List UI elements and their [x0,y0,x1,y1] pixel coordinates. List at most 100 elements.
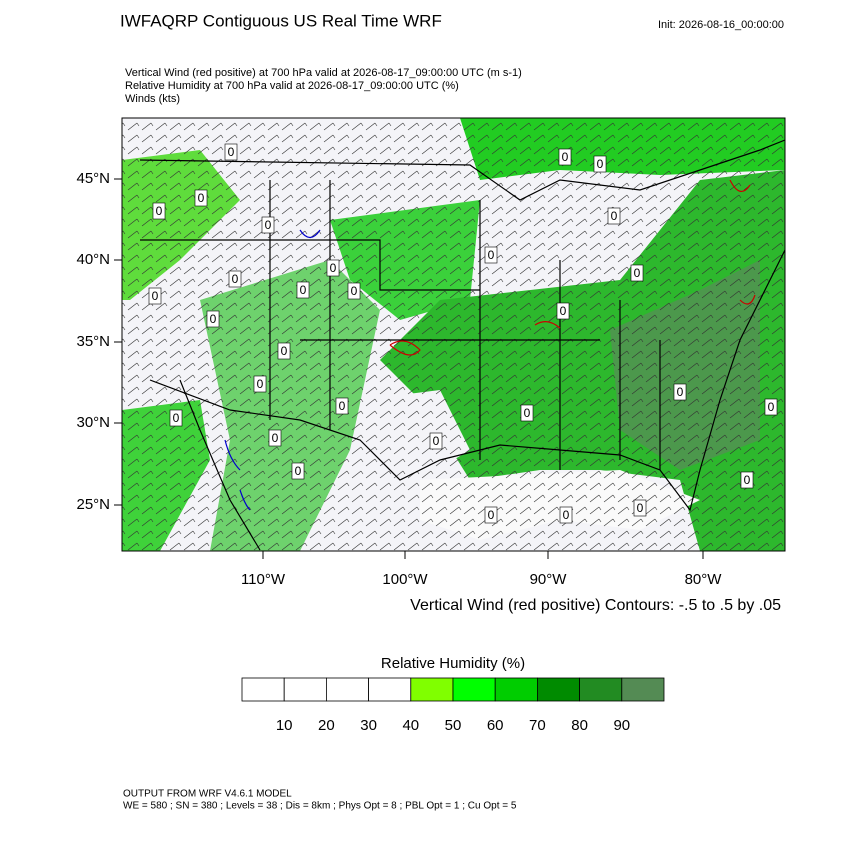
lon-label: 90°W [530,571,568,588]
contour-label: 0 [152,289,159,303]
lon-label: 110°W [241,571,286,588]
contour-label: 0 [210,312,217,326]
lat-label: 35°N [76,333,110,350]
colorbar-label: 20 [318,717,335,734]
contour-label: 0 [257,377,264,391]
footer-model: OUTPUT FROM WRF V4.6.1 MODEL [123,789,292,800]
lon-label: 100°W [382,571,428,588]
colorbar-label: 10 [276,717,293,734]
lat-label: 30°N [76,414,110,431]
contour-label: 0 [560,304,567,318]
contour-label-box [630,264,644,282]
contour-label-box [261,216,275,234]
contour-label: 0 [351,284,358,298]
colorbar-title: Relative Humidity (%) [381,655,525,672]
contour-label-box [152,202,166,220]
contour-label: 0 [433,434,440,448]
contour-label: 0 [488,508,495,522]
colorbar-box [494,677,538,702]
colorbar-box [368,677,412,702]
contour-label: 0 [637,501,644,515]
contour-label-box [148,287,162,305]
contour-label-box [224,143,238,161]
contour-label-box [593,155,607,173]
vertical-wind-contours [224,179,756,511]
colorbar-label: 70 [529,717,546,734]
map [122,118,785,551]
colorbar-label: 60 [487,717,504,734]
colorbar-label: 40 [402,717,419,734]
contour-label: 0 [198,191,205,205]
contour-label-box [633,499,647,517]
contour-label-box [558,148,572,166]
contour-label-box [559,506,573,524]
contour-label-box [277,342,291,360]
contour-label-box [429,432,443,450]
contour-label-box [740,471,754,489]
colorbar-box [579,677,623,702]
contour-label-box [607,207,621,225]
contour-label: 0 [228,145,235,159]
map-frame [121,117,786,552]
contour-label-box [335,397,349,415]
contour-label-box [556,302,570,320]
colorbar-box [410,677,454,702]
contour-label-box [520,404,534,422]
colorbar-label: 30 [360,717,377,734]
contour-label-box [326,259,340,277]
contour-label-box [194,189,208,207]
contour-label-box [347,282,361,300]
contour-label: 0 [634,266,641,280]
contour-label-box [253,375,267,393]
contour-label: 0 [339,399,346,413]
contour-label: 0 [272,431,279,445]
init-time: Init: 2026-08-16_00:00:00 [658,19,784,31]
contour-label-box [206,310,220,328]
contour-label: 0 [265,218,272,232]
contour-label: 0 [330,261,337,275]
contour-label: 0 [156,204,163,218]
contour-label: 0 [677,385,684,399]
field-line: Winds (kts) [125,93,180,105]
contour-label: 0 [611,209,618,223]
field-line: Vertical Wind (red positive) at 700 hPa … [125,67,522,79]
contour-label-box [268,429,282,447]
contour-label-box [764,398,778,416]
lon-label: 80°W [685,571,723,588]
colorbar-box [283,677,327,702]
title: IWFAQRP Contiguous US Real Time WRF [120,11,442,30]
colorbar-box [325,677,369,702]
contour-label-box [169,409,183,427]
contour-label: 0 [524,406,531,420]
footer-details: WE = 580 ; SN = 380 ; Levels = 38 ; Dis … [123,801,517,812]
contour-label: 0 [488,248,495,262]
colorbar-box [537,677,581,702]
colorbar-label: 90 [613,717,630,734]
contour-label-box [484,506,498,524]
contour-label: 0 [300,283,307,297]
lat-label: 25°N [76,496,110,513]
colorbar-box [241,677,285,702]
contour-label: 0 [281,344,288,358]
contour-label-box [291,462,305,480]
contour-label: 0 [562,150,569,164]
colorbar-label: 50 [445,717,462,734]
contour-label: 0 [563,508,570,522]
colorbar-label: 80 [571,717,588,734]
contour-label-box [673,383,687,401]
contour-label: 0 [295,464,302,478]
contour-label: 0 [744,473,751,487]
colorbar-box [621,677,665,702]
lat-label: 45°N [76,170,110,187]
contour-note: Vertical Wind (red positive) Contours: -… [410,597,781,614]
field-line: Relative Humidity at 700 hPa valid at 20… [125,80,459,92]
contour-label: 0 [597,157,604,171]
contour-label: 0 [173,411,180,425]
lat-label: 40°N [76,251,110,268]
contour-label-box [296,281,310,299]
contour-label: 0 [768,400,775,414]
contour-label-box [228,270,242,288]
wind-barbs [122,118,785,551]
contour-label: 0 [232,272,239,286]
